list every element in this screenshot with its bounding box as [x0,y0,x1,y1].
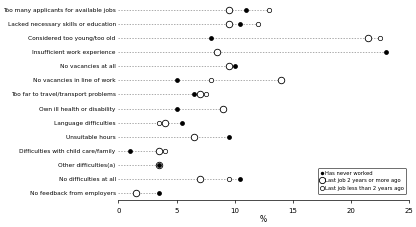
Point [191,135,197,138]
Point [225,177,232,181]
Point [133,191,139,195]
Point [161,121,168,124]
Point [225,22,232,26]
Point [225,135,232,138]
Point [243,8,250,12]
Point [202,93,209,96]
Point [376,36,383,40]
Point [237,22,244,26]
Point [133,191,139,195]
Point [382,50,389,54]
Point [208,79,215,82]
Point [225,8,232,12]
Point [220,107,226,110]
Point [237,177,244,181]
Point [156,163,162,167]
Point [156,121,162,124]
Point [278,79,285,82]
Point [156,163,162,167]
Point [196,177,203,181]
Point [214,50,220,54]
Point [127,149,134,153]
Point [156,191,162,195]
Point [214,50,220,54]
Point [225,64,232,68]
Point [266,8,273,12]
Point [191,135,197,138]
Point [196,93,203,96]
Point [156,163,162,167]
Point [255,22,261,26]
Point [156,149,162,153]
Point [220,107,226,110]
Point [179,121,186,124]
X-axis label: %: % [260,215,267,224]
Point [191,93,197,96]
Point [173,79,180,82]
Point [231,64,238,68]
Point [161,149,168,153]
Legend: Has never worked, Last job 2 years or more ago, Last job less than 2 years ago: Has never worked, Last job 2 years or mo… [318,168,406,194]
Point [365,36,371,40]
Point [173,107,180,110]
Point [225,64,232,68]
Point [208,36,215,40]
